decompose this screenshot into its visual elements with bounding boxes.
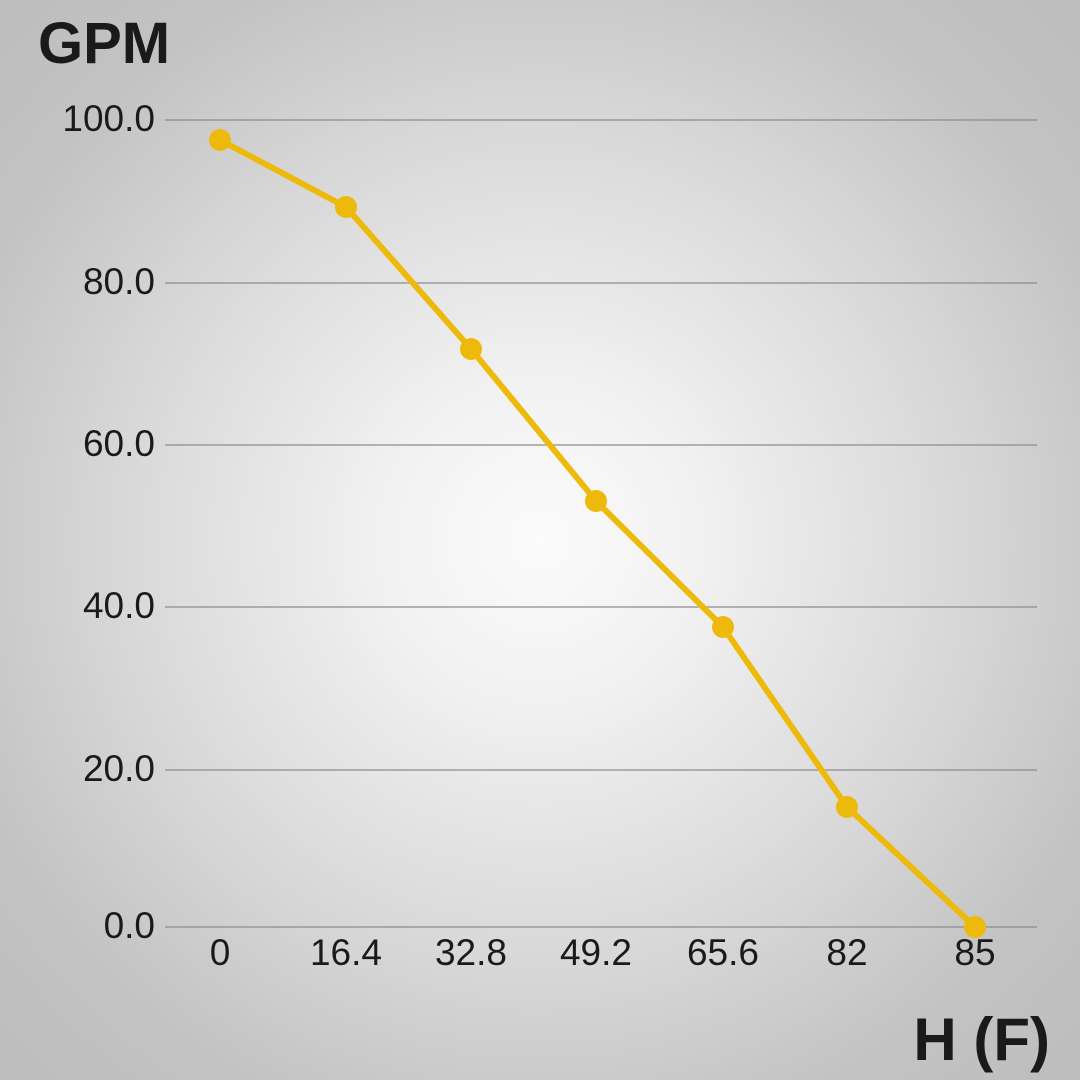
svg-text:32.8: 32.8 xyxy=(435,932,507,973)
svg-text:85: 85 xyxy=(954,932,995,973)
svg-text:49.2: 49.2 xyxy=(560,932,632,973)
svg-text:0: 0 xyxy=(210,932,231,973)
svg-text:100.0: 100.0 xyxy=(62,98,155,139)
svg-text:40.0: 40.0 xyxy=(83,585,155,626)
svg-text:16.4: 16.4 xyxy=(310,932,382,973)
svg-text:65.6: 65.6 xyxy=(687,932,759,973)
svg-text:82: 82 xyxy=(826,932,867,973)
svg-text:80.0: 80.0 xyxy=(83,261,155,302)
svg-text:0.0: 0.0 xyxy=(104,905,155,946)
svg-text:20.0: 20.0 xyxy=(83,748,155,789)
svg-text:60.0: 60.0 xyxy=(83,423,155,464)
